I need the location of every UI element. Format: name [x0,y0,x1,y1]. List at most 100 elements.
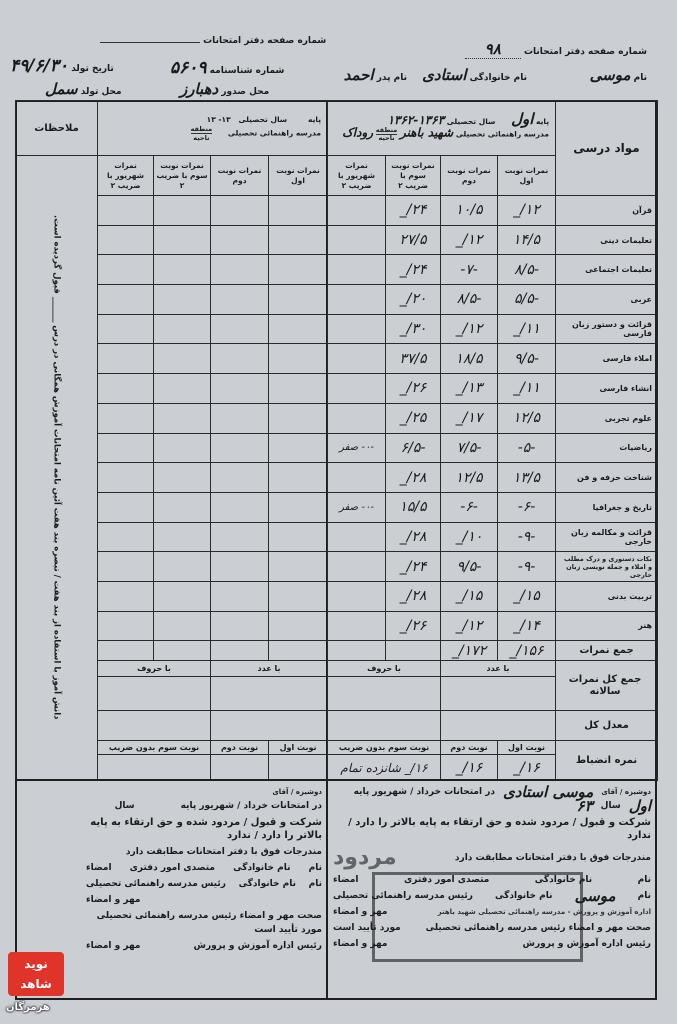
last-name-label: نام خانوادگی [233,863,291,873]
grade-t3: ۲۶/_ [385,373,442,404]
grade-t1: ۱۵/_ [497,580,557,612]
birth-place-field: محل تولد سمل [45,80,122,98]
remarks-cell: دانش آموز با استفاده از بند هفت / تبصره … [15,154,98,782]
grade-sh [326,402,387,434]
average-row: معدل کل [326,710,659,742]
region-value: روداک [342,125,374,140]
grade-sh [326,462,387,493]
verify-label: صحت مهر و امضاء رئیس مدرسه راهنمائی تحصی… [425,923,651,933]
by-letters-label: با حروف [326,660,442,678]
grade-t1: -۶- [497,491,557,523]
student-name: موسی استادی [503,783,594,801]
discipline-label-row: نمره انضباط نوبت اول نوبت دوم نوبت سوم بدون… [326,740,659,782]
subject-name: تعلیمات دینی [555,224,659,256]
grade-t3: ۲۴/_ [385,551,442,582]
grade-cell [268,284,329,315]
label: محل صدور [221,87,270,97]
grade-t1: ۱۱/_ [497,373,557,404]
subject-row: تعلیمات اجتماعی -۸/۵ -۷- ۲۴/_ [326,254,659,286]
birth-date-field: تاریخ تولد ۴۹/۶/۳۰ [10,56,114,76]
grades-table-right: مواد درسی پایه اول سال تحصیلی ۱۳۶۳-۱۳۶۲ مد… [326,100,659,782]
grade-cell [96,551,155,582]
grade-cell [96,254,155,286]
grade-cell [96,610,155,642]
logo-region: هرمزگان [6,1002,50,1013]
grade-t2: -۶- [440,491,499,523]
subject-row: شناخت حرفه و فن ۱۳/۵ ۱۲/۵ ۲۸/_ [326,462,659,493]
last-name-label: نام خانوادگی [495,891,553,901]
footer-line2-left: شرکت و قبول / مردود شده و حق ارتقاء به پ… [86,816,322,842]
footer-line2: شرکت و قبول / مردود شده و حق ارتقاء به پ… [333,816,651,842]
grade-t2: ۱۸/۵ [440,343,499,375]
average-label: معدل کل [555,710,659,742]
grade-cell [96,224,155,256]
grade-cell [268,313,329,345]
father-name-field: نام پدر احمد [344,66,407,84]
grade-cell [96,343,155,375]
line2-text: شرکت و قبول / مردود شده و حق ارتقاء به پ… [348,817,651,841]
grade-value: اول [628,797,651,815]
grade-sh [326,610,387,642]
region-label: منطقه [375,126,398,135]
seal-row: اداره آموزش و پرورش - مدرسه راهنمائی تحص… [333,906,651,918]
by-letters-label: با حروف [96,660,212,678]
grades-table-left: پایه سال تحصیلی ۱۳- ۱۳ مدرسه راهنمائی تحص… [15,100,329,782]
subject-row: انشاء فارسی ۱۱/_ ۱۳/_ ۲۶/_ [326,373,659,404]
seal-label: مهر و امضاء [333,939,388,949]
issue-place-value: دهبارز [180,80,219,98]
grade-sh [326,313,387,345]
grade-t1: ۱۴/_ [497,610,557,642]
subject-name: عربی [555,284,659,315]
average-by-letters [326,710,442,742]
grade-t1: -۵- [497,432,557,464]
grade-t2: ۱۲/_ [440,610,499,642]
line2-text: شرکت و قبول / مردود شده و حق ارتقاء به پ… [90,817,322,841]
subject-name: هنر [555,610,659,642]
disc-t2-label: نوبت دوم [440,740,499,756]
approved-label: مورد تأیید است [254,925,322,935]
average-by-number [210,710,329,742]
grade-cell [96,521,155,553]
footer-line3-left: مندرجات فوق با دفتر امتحانات مطابقت دارد [86,846,322,858]
total-cell [96,640,155,662]
total-sh [326,640,387,662]
grade-cell [96,313,155,345]
column-header-row: نمرات نوبت اول نمرات نوبت دوم نمرات نوبت س… [15,154,329,782]
grade-cell [268,551,329,582]
school-label: مدرسه راهنمائی تحصیلی [227,128,322,137]
year-value: ۱۳۶۳-۱۳۶۲ [387,113,445,127]
grade-cell [153,462,212,493]
navid-shahed-logo: نوید شاهد هرمزگان [4,952,66,1022]
grade-t2: ۱۵/_ [440,580,499,612]
blank-line [100,42,200,43]
annual-value-row [326,676,658,712]
header-row: مواد درسی پایه اول سال تحصیلی ۱۳۶۳-۱۳۶۲ مد… [326,100,659,196]
subject-name: علوم تجربی [555,402,659,434]
grade-t1: -۹/۵ [497,343,557,375]
clerk-label: متصدی امور دفتری [403,875,490,885]
principal-label: رئیس مدرسه راهنمائی تحصیلی [86,879,226,889]
grade-cell [268,462,329,493]
grade-cell [268,610,329,642]
subject-row: تعلیمات دینی ۱۴/۵ ۱۲/_ ۲۷/۵ [326,224,659,256]
disc-t1-label: نوبت اول [268,740,329,756]
first-name-value: موسی [589,66,631,84]
subject-row [16,521,329,553]
grade-cell [210,402,270,434]
grade-cell [96,195,155,226]
year-value: ۶۳ [576,797,593,815]
principal-row: نام نام خانوادگی رئیس مدرسه راهنمائی تحص… [86,878,322,890]
subject-name: ریاضیات [555,432,659,464]
total-row: جمع نمرات ۱۵۶/_ ۱۷۲/_ [326,640,659,662]
name-label: نام [637,875,651,885]
page-number-field-right: شماره صفحه دفتر امتحانات ۹۸ [464,40,647,59]
grade-cell [268,402,329,434]
grade-cell [153,580,212,612]
average-row [16,710,329,742]
label: دوشیزه / آقای [272,788,322,796]
school-stamp-frame [372,872,583,962]
subject-row [16,224,329,256]
grade-cell [96,462,155,493]
subject-row: قرائت و مکالمه زبان خارجی -۹- ۱۰/_ ۲۸/_ [326,521,659,553]
disc-t1-value [268,754,329,782]
